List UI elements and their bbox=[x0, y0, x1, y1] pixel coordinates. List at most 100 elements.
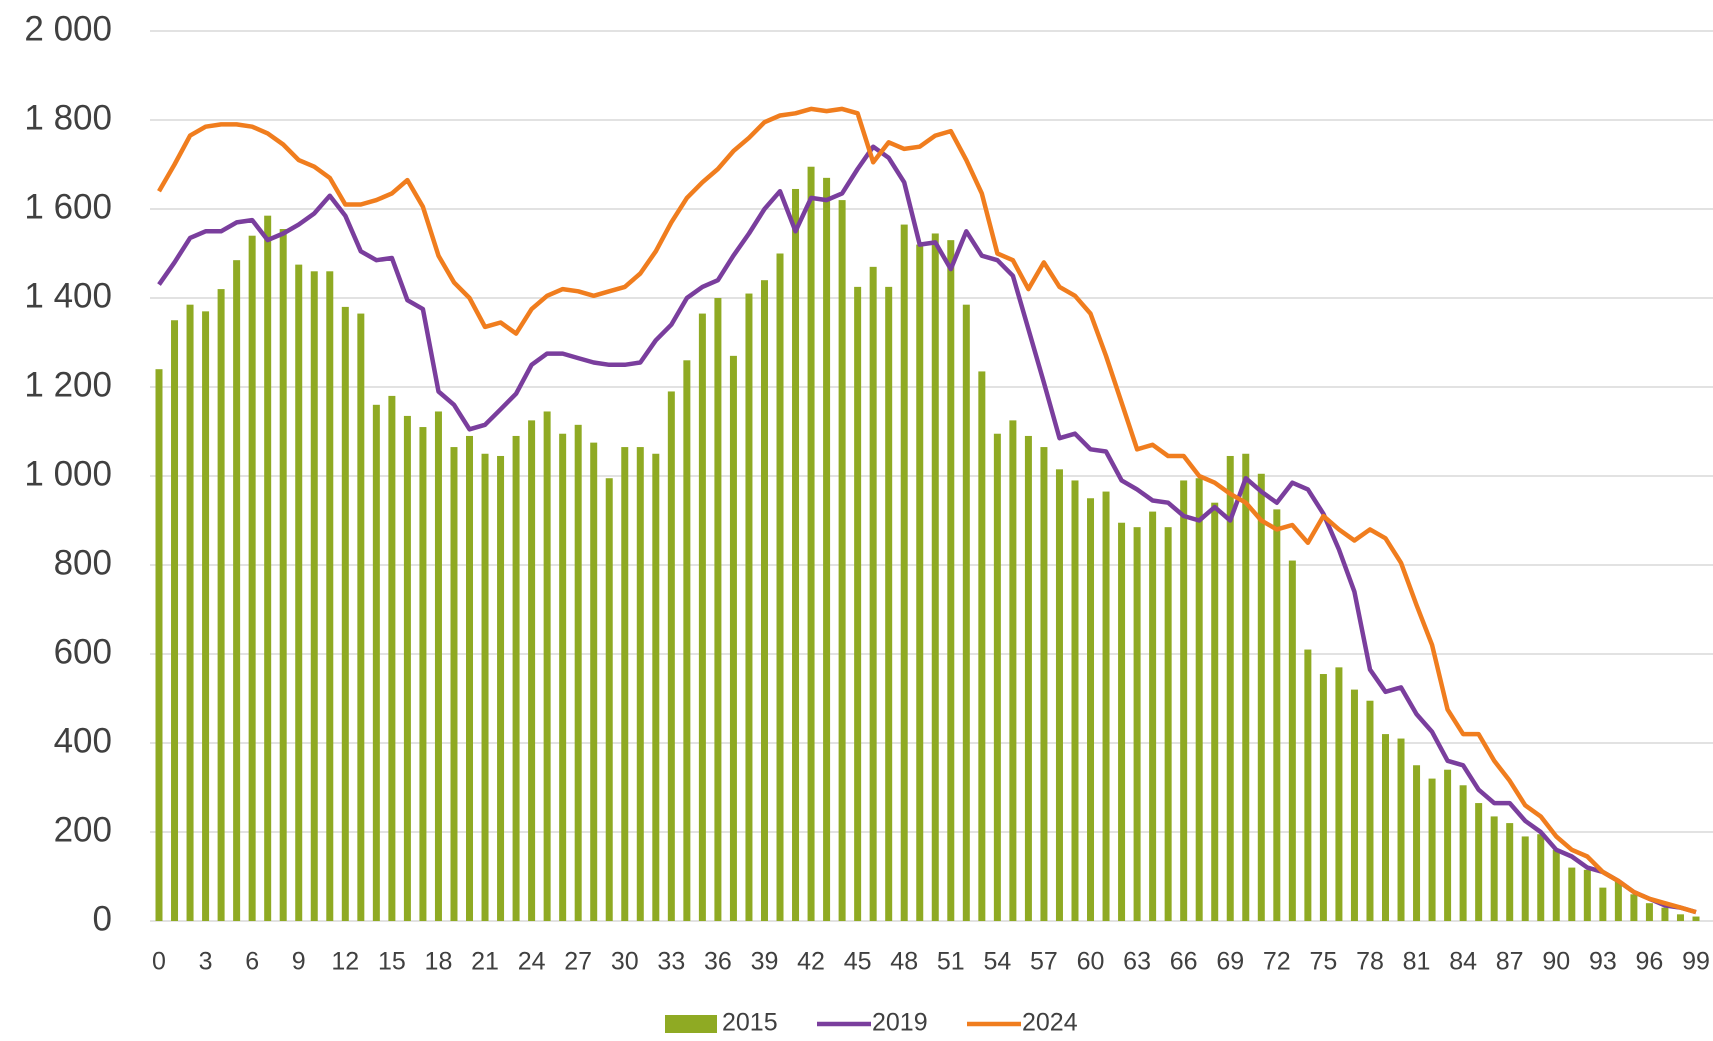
x-tick-label: 96 bbox=[1636, 948, 1664, 976]
bar bbox=[1257, 473, 1265, 921]
bar bbox=[1024, 435, 1032, 921]
x-tick-label: 3 bbox=[199, 948, 213, 976]
bar bbox=[931, 233, 939, 922]
bar bbox=[512, 435, 520, 921]
x-tick-label: 78 bbox=[1356, 948, 1384, 976]
x-tick-label: 39 bbox=[751, 948, 779, 976]
y-tick-label: 1 000 bbox=[24, 454, 112, 493]
y-tick-label: 2 000 bbox=[24, 9, 112, 48]
bar bbox=[838, 200, 846, 922]
line bbox=[157, 144, 1697, 915]
x-tick-label: 12 bbox=[331, 948, 359, 976]
bar bbox=[357, 313, 365, 921]
bar bbox=[698, 313, 706, 921]
bar bbox=[1475, 803, 1483, 921]
bar bbox=[1350, 689, 1358, 921]
bar bbox=[1614, 880, 1622, 921]
x-tick-label: 9 bbox=[292, 948, 306, 976]
bar bbox=[683, 360, 691, 921]
x-tick-label: 87 bbox=[1496, 948, 1524, 976]
bar bbox=[1149, 511, 1157, 921]
bar bbox=[310, 271, 318, 921]
bar bbox=[1676, 914, 1684, 921]
bar bbox=[1211, 502, 1219, 921]
bar bbox=[1459, 785, 1467, 921]
bar bbox=[295, 264, 303, 921]
bar bbox=[574, 424, 582, 921]
x-tick-label: 6 bbox=[245, 948, 259, 976]
bar bbox=[186, 304, 194, 921]
x-tick-label: 54 bbox=[983, 948, 1011, 976]
bar bbox=[1630, 894, 1638, 921]
bar bbox=[978, 371, 986, 921]
legend-swatch bbox=[665, 1015, 717, 1033]
bar bbox=[1180, 480, 1188, 921]
x-tick-label: 30 bbox=[611, 948, 639, 976]
x-tick-label: 63 bbox=[1123, 948, 1151, 976]
x-tick-label: 48 bbox=[890, 948, 918, 976]
bar bbox=[1087, 498, 1095, 921]
legend-label: 2024 bbox=[1022, 1009, 1078, 1036]
bar bbox=[155, 369, 163, 921]
y-tick-label: 600 bbox=[54, 632, 112, 671]
bar bbox=[372, 404, 380, 921]
x-tick-label: 66 bbox=[1170, 948, 1198, 976]
bar bbox=[388, 395, 396, 921]
bar bbox=[341, 306, 349, 921]
bar bbox=[171, 320, 179, 921]
x-tick-label: 51 bbox=[937, 948, 965, 976]
x-tick-label: 0 bbox=[152, 948, 166, 976]
bar bbox=[248, 235, 256, 921]
x-tick-label: 60 bbox=[1077, 948, 1105, 976]
bar bbox=[792, 188, 800, 922]
bar bbox=[760, 280, 768, 921]
y-tick-label: 800 bbox=[54, 543, 112, 582]
bar bbox=[1288, 560, 1296, 921]
bar bbox=[776, 253, 784, 921]
bar bbox=[403, 415, 411, 921]
bar bbox=[885, 286, 893, 921]
y-tick-label: 400 bbox=[54, 721, 112, 760]
x-tick-label: 75 bbox=[1309, 948, 1337, 976]
bar bbox=[450, 447, 458, 921]
bar bbox=[1242, 453, 1250, 921]
bar bbox=[1040, 447, 1048, 921]
bar bbox=[1428, 778, 1436, 921]
bar bbox=[481, 453, 489, 921]
bar bbox=[1413, 765, 1421, 921]
bar bbox=[1537, 834, 1545, 921]
bar bbox=[605, 478, 613, 921]
y-tick-label: 200 bbox=[54, 810, 112, 849]
bar bbox=[869, 266, 877, 922]
x-tick-label: 33 bbox=[657, 948, 685, 976]
bar bbox=[1304, 649, 1312, 921]
bar bbox=[233, 260, 241, 921]
bar bbox=[1133, 527, 1141, 921]
bar bbox=[621, 447, 629, 921]
bar bbox=[559, 433, 567, 921]
bar bbox=[217, 289, 225, 922]
bar bbox=[947, 240, 955, 921]
bar bbox=[1009, 420, 1017, 921]
bar bbox=[1599, 887, 1607, 921]
bar bbox=[1661, 907, 1669, 921]
bar bbox=[1692, 916, 1700, 921]
bar bbox=[434, 411, 442, 921]
bar bbox=[590, 442, 598, 921]
bar bbox=[652, 453, 660, 921]
x-tick-label: 69 bbox=[1216, 948, 1244, 976]
bar bbox=[900, 224, 908, 921]
bar bbox=[745, 293, 753, 921]
legend-label: 2015 bbox=[722, 1009, 778, 1036]
bar bbox=[854, 286, 862, 921]
bar bbox=[279, 229, 287, 921]
bar bbox=[1568, 867, 1576, 921]
bar bbox=[916, 244, 924, 922]
x-tick-label: 99 bbox=[1682, 948, 1710, 976]
x-tick-label: 72 bbox=[1263, 948, 1291, 976]
bar bbox=[264, 215, 272, 922]
y-tick-label: 1 800 bbox=[24, 98, 112, 137]
bar bbox=[1319, 674, 1327, 921]
bar bbox=[1164, 527, 1172, 921]
